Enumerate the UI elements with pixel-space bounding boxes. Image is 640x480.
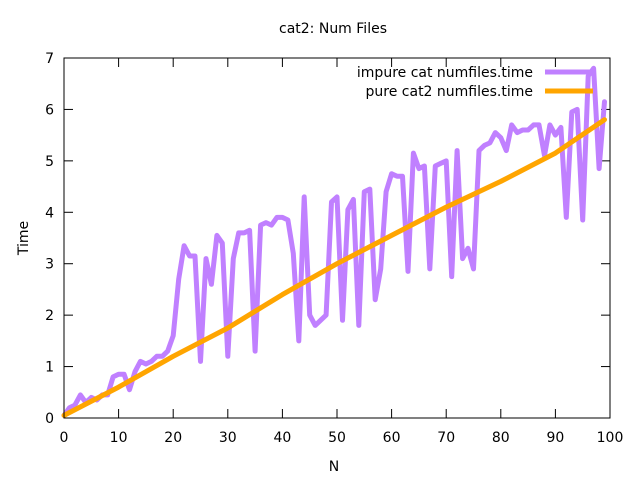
x-axis: 0 10 20 30 40 50 60 70 80 90 100 bbox=[60, 58, 624, 446]
x-tick-label: 20 bbox=[164, 430, 182, 446]
x-tick-label: 80 bbox=[492, 430, 510, 446]
y-tick-label: 5 bbox=[45, 154, 54, 170]
x-tick-label: 90 bbox=[546, 430, 564, 446]
chart-title: cat2: Num Files bbox=[279, 21, 387, 37]
series-line-2 bbox=[61, 117, 607, 418]
x-tick-label: 0 bbox=[60, 430, 69, 446]
y-tick-label: 0 bbox=[45, 411, 54, 427]
y-tick-label: 7 bbox=[45, 51, 54, 67]
x-tick-label: 40 bbox=[273, 430, 291, 446]
y-tick-label: 6 bbox=[45, 102, 54, 118]
legend: impure cat numfiles.time pure cat2 numfil… bbox=[357, 65, 593, 100]
x-tick-label: 70 bbox=[437, 430, 455, 446]
x-tick-label: 10 bbox=[110, 430, 128, 446]
x-axis-label: N bbox=[329, 459, 339, 475]
plot-area bbox=[61, 65, 607, 418]
y-axis-label: Time bbox=[16, 221, 32, 256]
y-tick-label: 2 bbox=[45, 308, 54, 324]
plot-frame bbox=[63, 57, 611, 419]
legend-label: pure cat2 numfiles.time bbox=[366, 84, 533, 100]
x-tick-label: 100 bbox=[597, 430, 624, 446]
x-tick-label: 60 bbox=[383, 430, 401, 446]
x-tick-label: 50 bbox=[328, 430, 346, 446]
x-tick-label: 30 bbox=[219, 430, 237, 446]
series-line-1 bbox=[61, 65, 607, 418]
legend-label: impure cat numfiles.time bbox=[357, 65, 533, 81]
y-tick-label: 1 bbox=[45, 360, 54, 376]
y-tick-label: 4 bbox=[45, 205, 54, 221]
y-axis: 0 1 2 3 4 5 6 7 bbox=[45, 51, 610, 427]
y-tick-label: 3 bbox=[45, 257, 54, 273]
